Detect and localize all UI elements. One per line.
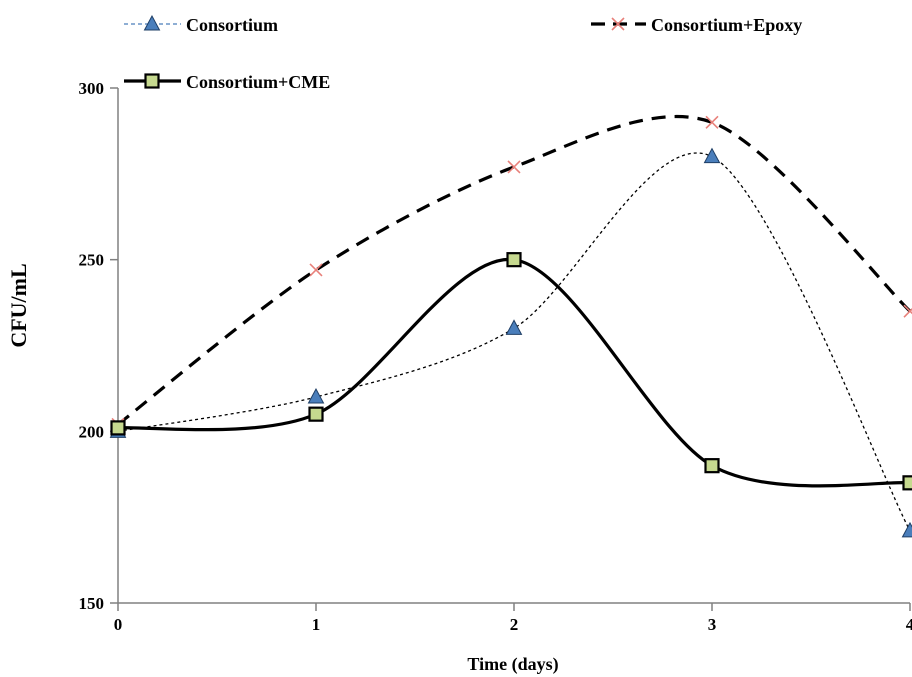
legend-item-cme: Consortium+CME bbox=[124, 72, 330, 92]
x-marker-stroke bbox=[611, 17, 625, 31]
data-point-triangle bbox=[307, 387, 325, 404]
legend-label-epoxy: Consortium+Epoxy bbox=[651, 15, 802, 35]
data-point-square bbox=[704, 458, 720, 474]
marker-layer bbox=[109, 115, 912, 538]
series-line-consortium-epoxy bbox=[117, 114, 912, 426]
x-marker-stroke bbox=[705, 115, 719, 129]
data-point-square bbox=[506, 252, 522, 268]
data-point-x bbox=[903, 304, 912, 318]
data-point-triangle bbox=[505, 319, 523, 335]
y-tick-label: 300 bbox=[79, 79, 105, 98]
y-axis-title: CFU/mL bbox=[6, 263, 31, 347]
data-point-triangle bbox=[901, 521, 912, 538]
x-axis-title: Time (days) bbox=[467, 654, 558, 675]
legend: Consortium Consortium+Epoxy Consortium+C… bbox=[124, 14, 802, 92]
legend-label-consortium: Consortium bbox=[186, 15, 278, 35]
data-point-square bbox=[902, 475, 912, 491]
x-marker-stroke bbox=[507, 160, 521, 174]
y-ticks: 150 200 250 300 bbox=[79, 79, 118, 613]
series-line-consortium bbox=[117, 152, 911, 532]
x-marker-stroke bbox=[309, 263, 323, 277]
x-tick-label: 4 bbox=[906, 615, 912, 634]
legend-item-epoxy: Consortium+Epoxy bbox=[591, 15, 802, 35]
y-tick-label: 150 bbox=[79, 594, 105, 613]
legend-marker-square bbox=[144, 73, 160, 89]
legend-marker-x bbox=[611, 17, 625, 31]
legend-item-consortium: Consortium bbox=[124, 14, 278, 35]
x-tick-label: 3 bbox=[708, 615, 717, 634]
series-line-consortium-cme bbox=[117, 258, 911, 488]
data-point-triangle bbox=[703, 147, 721, 164]
data-point-x bbox=[507, 160, 521, 174]
data-point-square bbox=[110, 420, 126, 436]
x-marker-stroke bbox=[903, 308, 912, 318]
x-ticks: 0 1 2 3 4 bbox=[114, 603, 912, 634]
axes: 150 200 250 300 0 1 2 3 4 bbox=[79, 79, 912, 634]
x-tick-label: 0 bbox=[114, 615, 123, 634]
x-tick-label: 1 bbox=[312, 615, 321, 634]
legend-marker-triangle bbox=[143, 14, 161, 31]
data-point-square bbox=[308, 406, 324, 422]
legend-label-cme: Consortium+CME bbox=[186, 72, 330, 92]
data-point-x bbox=[309, 263, 323, 277]
x-tick-label: 2 bbox=[510, 615, 519, 634]
data-point-x bbox=[705, 115, 719, 129]
y-tick-label: 250 bbox=[79, 251, 105, 270]
y-tick-label: 200 bbox=[79, 422, 105, 441]
